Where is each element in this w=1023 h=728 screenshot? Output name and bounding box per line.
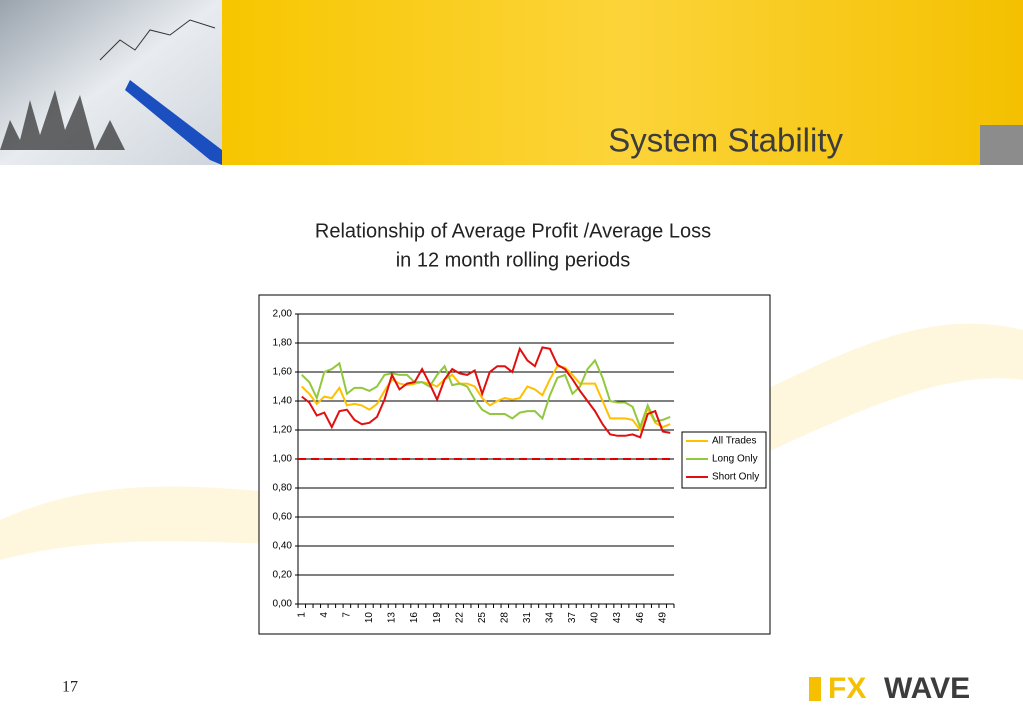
logo-fx: FX bbox=[828, 672, 866, 705]
y-tick-label: 0,00 bbox=[273, 599, 293, 610]
header-banner bbox=[222, 0, 1023, 165]
x-tick-label: 1 bbox=[296, 612, 307, 618]
x-tick-label: 37 bbox=[567, 612, 578, 624]
logo-wave: WAVE bbox=[884, 672, 970, 705]
x-tick-label: 28 bbox=[499, 612, 510, 624]
x-tick-label: 13 bbox=[387, 612, 398, 624]
series-line bbox=[301, 365, 671, 433]
header-square bbox=[980, 125, 1023, 165]
legend-label: All Trades bbox=[712, 436, 756, 447]
legend-label: Short Only bbox=[712, 472, 759, 483]
photo-line bbox=[99, 19, 216, 61]
x-tick-label: 22 bbox=[454, 612, 465, 624]
x-tick-label: 34 bbox=[545, 612, 556, 624]
y-tick-label: 1,80 bbox=[273, 338, 293, 349]
slide-title: System Stability bbox=[608, 122, 843, 159]
x-tick-label: 31 bbox=[522, 612, 533, 624]
x-tick-label: 43 bbox=[612, 612, 623, 624]
plot: 0,00 0,20 0,40 0,60 0,80 1,00 1,20 1,40 1,60 1,80… bbox=[273, 309, 767, 624]
decor-wave bbox=[0, 323, 1023, 560]
logo-mark bbox=[809, 677, 821, 701]
y-tick-label: 1,20 bbox=[273, 425, 293, 436]
legend-label: Long Only bbox=[712, 454, 758, 465]
y-tick-label: 1,60 bbox=[273, 367, 293, 378]
series-line bbox=[301, 358, 671, 431]
series-line bbox=[301, 346, 671, 439]
x-tick-label: 46 bbox=[635, 612, 646, 624]
chart-subtitle: in 12 month rolling periods bbox=[396, 249, 631, 271]
page-number: 17 bbox=[62, 679, 78, 696]
photo-bars bbox=[0, 90, 125, 150]
y-tick-label: 0,60 bbox=[273, 512, 293, 523]
x-tick-label: 25 bbox=[477, 612, 488, 624]
chart-title: Relationship of Average Profit /Average … bbox=[315, 220, 711, 242]
x-tick-label: 4 bbox=[319, 612, 330, 618]
x-tick-label: 10 bbox=[364, 612, 375, 624]
y-tick-label: 0,80 bbox=[273, 483, 293, 494]
x-tick-label: 7 bbox=[342, 612, 353, 618]
y-tick-label: 2,00 bbox=[273, 309, 293, 320]
y-tick-label: 1,40 bbox=[273, 396, 293, 407]
x-tick-label: 40 bbox=[590, 612, 601, 624]
y-tick-label: 0,20 bbox=[273, 570, 293, 581]
x-tick-label: 49 bbox=[657, 612, 668, 624]
y-tick-label: 1,00 bbox=[273, 454, 293, 465]
x-tick-label: 16 bbox=[409, 612, 420, 624]
y-tick-label: 0,40 bbox=[273, 541, 293, 552]
x-tick-label: 19 bbox=[432, 612, 443, 624]
photo-pen bbox=[125, 80, 222, 165]
